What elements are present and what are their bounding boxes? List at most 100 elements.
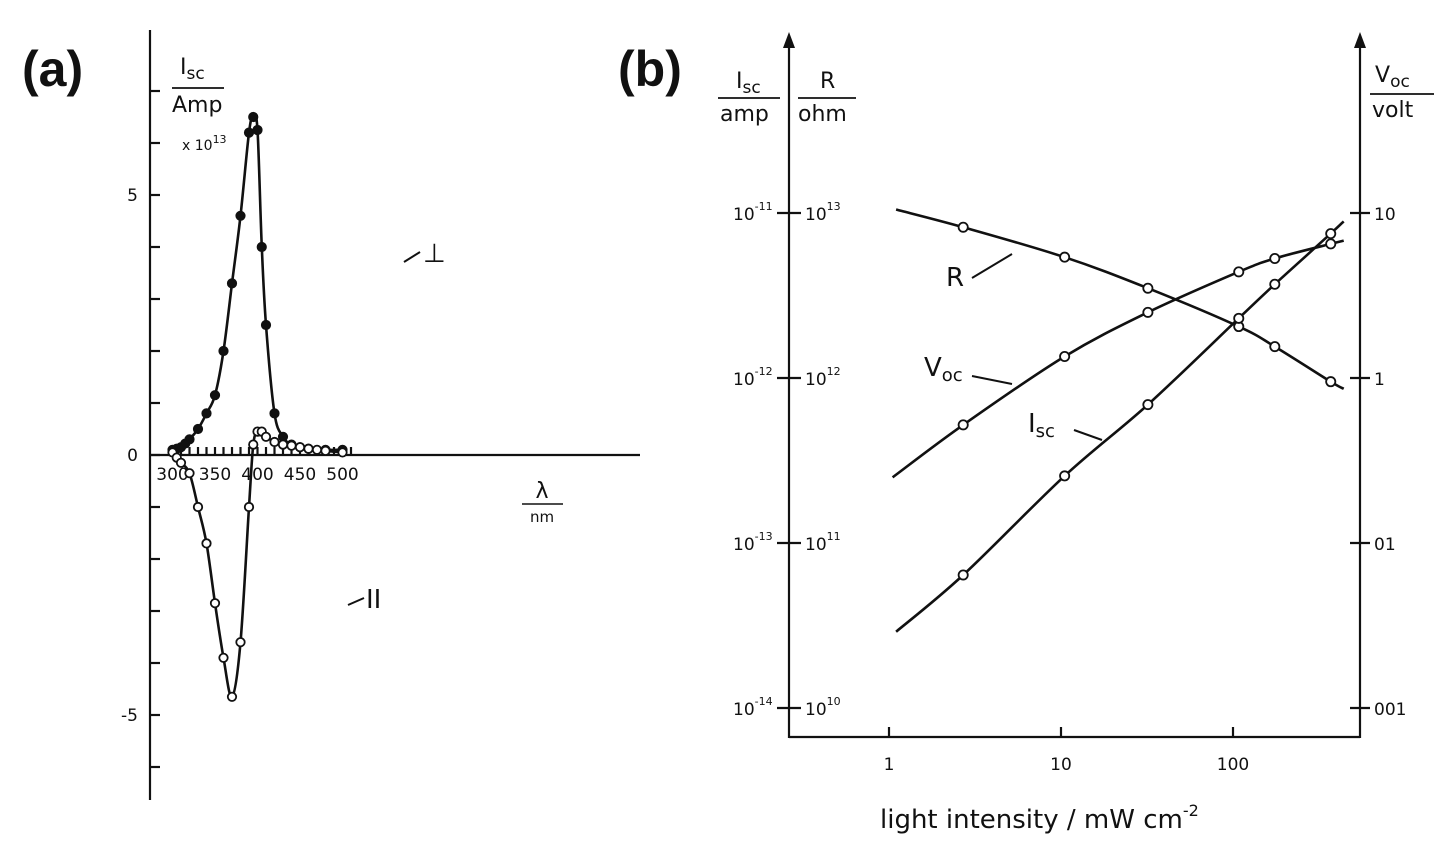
series-parallel-point [277, 439, 289, 450]
panel-b-voc-tick-label: 1 [1374, 370, 1385, 390]
series-voc-point [1325, 238, 1337, 250]
series-voc-label: V [924, 353, 942, 383]
panel-b-isc-tick-label: 10-13 [733, 530, 773, 555]
panel-a-ylabel: Isc Amp x 1013 [172, 55, 227, 154]
panel-b-isc-tick-label: 10-11 [733, 200, 773, 225]
panel-b-ylabel-voc-numerator: V [1375, 63, 1390, 88]
series-voc-point [1233, 266, 1245, 278]
series-perp-point [201, 408, 212, 419]
panel-a: (a) Isc Amp x 1013 5 0 -5 300 350 400 450 500 λ… [22, 30, 640, 800]
panel-a-y-tick-label: 0 [127, 446, 138, 466]
panel-b-ylabel-voc: Voc volt [1370, 63, 1434, 123]
panel-b-r-tick-label: 1010 [805, 695, 841, 720]
series-perp-point [269, 408, 280, 419]
series-r-label: R [946, 263, 964, 293]
series-perp-point [192, 423, 204, 435]
panel-b-ylabel-r-numerator: R [820, 69, 835, 94]
series-parallel-point [192, 501, 204, 513]
panel-a-x-tick-label: 350 [199, 465, 231, 485]
series-parallel-point [269, 436, 280, 448]
series-parallel-point [260, 431, 272, 442]
series-perp-line [172, 113, 343, 452]
series-isc-point [1269, 278, 1281, 290]
panel-b-isc-tick-label: 10-14 [733, 695, 773, 720]
series-parallel-point [243, 501, 255, 513]
panel-a-series [167, 111, 348, 702]
panel-b-voc-tick-label: 01 [1374, 535, 1396, 555]
series-parallel-point [201, 538, 212, 549]
panel-b-label: (b) [618, 41, 682, 97]
series-r-point [957, 221, 969, 233]
panel-a-ylabel-numerator: I [180, 55, 187, 80]
series-parallel-point [248, 439, 259, 450]
series-perp-point [243, 127, 255, 138]
panel-b: (b) Isc amp R ohm Voc volt 10-11 1013 10-1… [618, 32, 1434, 835]
series-parallel-point [226, 691, 238, 702]
series-voc-point [1059, 350, 1071, 362]
panel-a-y-tick-label: 5 [127, 186, 138, 206]
svg-text:Voc: Voc [1375, 63, 1410, 92]
series-perp-point [235, 210, 246, 221]
panel-b-ylabel-r: R ohm [798, 69, 856, 127]
series-perp-point [184, 434, 195, 445]
series-r-line [895, 208, 1345, 390]
series-perp-point [209, 390, 221, 401]
series-parallel-point [320, 445, 331, 456]
svg-text:Isc: Isc [736, 69, 761, 98]
series-isc-point [1142, 399, 1154, 411]
series-parallel-point [184, 468, 195, 479]
series-parallel-point [311, 444, 323, 455]
panel-a-xlabel: λ nm [522, 479, 563, 526]
panel-b-left-axis-arrow [783, 32, 795, 48]
panel-b-x-tick-label: 10 [1050, 755, 1072, 775]
series-isc-sub: sc [1036, 421, 1055, 442]
series-voc-sub: oc [942, 365, 963, 386]
series-parallel-point [294, 442, 306, 453]
series-isc-point [1059, 470, 1071, 482]
series-parallel-point [218, 652, 229, 663]
series-r-leader [971, 253, 1013, 279]
panel-a-y-tick-label: -5 [121, 706, 138, 726]
series-parallel-point [303, 443, 314, 454]
series-perp-point [218, 345, 229, 357]
panel-a-xlabel-denominator: nm [530, 508, 554, 526]
panel-a-ylabel-denominator: Amp [172, 93, 222, 118]
panel-a-label: (a) [22, 41, 83, 97]
panel-b-ylabel-isc-denominator: amp [720, 102, 769, 127]
series-isc-point [957, 569, 969, 581]
panel-b-voc-tick-label: 10 [1374, 205, 1396, 225]
series-voc-leader [971, 375, 1013, 385]
panel-b-series [891, 208, 1345, 633]
series-voc-point [1142, 306, 1154, 318]
svg-text:light intensity / mW cm-2: light intensity / mW cm-2 [880, 801, 1199, 835]
series-isc-line [895, 220, 1345, 633]
panel-b-ylabel-isc-sub: sc [743, 78, 761, 98]
panel-b-isc-tick-label: 10-12 [733, 365, 773, 390]
series-isc-point [1325, 228, 1337, 240]
series-perp-point [252, 124, 263, 136]
panel-a-multiplier-exp: 13 [213, 133, 227, 146]
panel-b-ylabel-isc: Isc amp [718, 69, 780, 127]
series-isc-leader [1073, 429, 1103, 441]
series-r-point [1142, 282, 1154, 294]
panel-b-xlabel: light intensity / mW cm [880, 805, 1183, 835]
panel-a-ticks: 5 0 -5 300 350 400 450 500 [121, 89, 359, 769]
panel-b-ylabel-voc-sub: oc [1390, 72, 1410, 92]
panel-a-xlabel-numerator: λ [535, 479, 548, 504]
series-parallel-point [209, 598, 221, 609]
series-isc-point [1233, 312, 1245, 324]
panel-a-x-tick-label: 500 [326, 465, 358, 485]
series-isc-label: I [1028, 409, 1036, 439]
panel-a-multiplier: x 10 [182, 138, 213, 154]
panel-b-voc-tick-label: 001 [1374, 700, 1406, 720]
series-perp-point [256, 241, 267, 253]
svg-text:x 1013: x 1013 [182, 133, 227, 154]
panel-b-right-axis-arrow [1354, 32, 1366, 48]
series-r-point [1059, 251, 1071, 263]
svg-text:Isc: Isc [180, 55, 205, 84]
panel-a-x-tick-label: 300 [156, 465, 188, 485]
svg-text:Voc: Voc [924, 353, 963, 386]
series-r-point [1269, 341, 1281, 353]
panel-a-x-tick-label: 450 [284, 465, 316, 485]
